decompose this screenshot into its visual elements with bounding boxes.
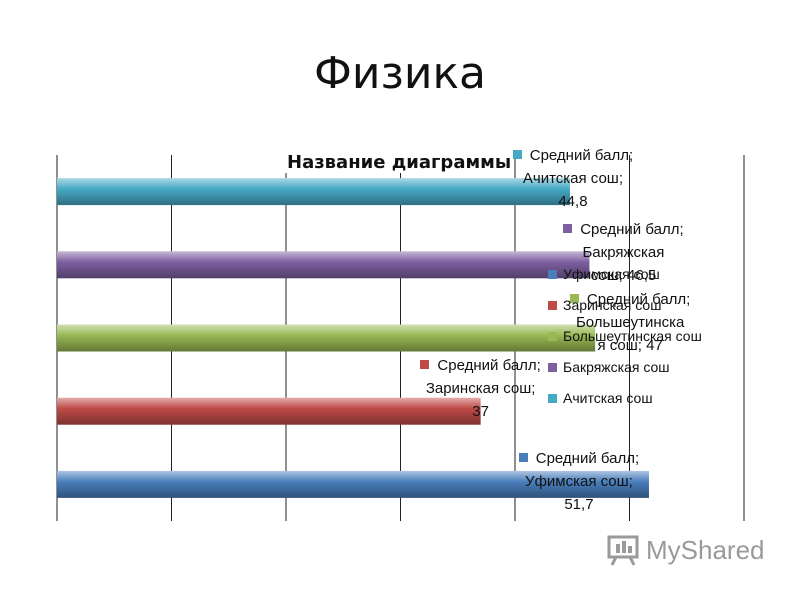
legend-label: Бакряжская сош [563,359,670,375]
bar-2 [57,397,481,425]
data-label-text: Уфимская сош; [525,472,633,490]
data-label-line: 44,8 [498,190,648,213]
data-label-marker [569,293,579,303]
data-label-text: 37 [472,402,489,420]
data-label-line: 51,7 [504,493,654,516]
legend-item: Бакряжская сош [548,359,702,390]
watermark-text: MyShared [646,534,765,565]
legend-item: Уфимская сош [548,266,702,297]
legend: Уфимская сош Заринская сош Большеутинская … [548,266,702,421]
legend-item: Заринская сош [548,297,702,328]
data-label-line: Ачитская сош; [498,167,648,190]
data-label-line: Средний балл; [548,218,698,241]
legend-swatch [548,270,557,279]
data-label-line: сош; 46,5 [548,264,698,287]
data-label-text: Средний балл; [535,449,640,467]
data-label-text: сош; 46,5 [590,267,657,285]
legend-label: Уфимская сош [563,266,660,282]
legend-swatch [548,394,557,403]
data-label-line: Средний балл; [406,354,556,377]
chart-title: Название диаграммы [285,152,514,173]
data-label-marker [518,452,528,462]
data-label: Средний балл; Большеутинска я сош; 47 [555,288,705,357]
data-label-line: Заринская сош; [406,377,556,400]
data-label-line: Большеутинска [555,311,705,334]
data-label-line: я сош; 47 [555,334,705,357]
data-label-text: Бакряжская [582,244,665,262]
bar-3 [57,324,596,352]
legend-label: Большеутинская сош [563,328,702,344]
bar-5 [57,178,570,206]
legend-label: Ачитская сош [563,390,653,406]
data-label-text: 44,8 [558,193,588,211]
legend-label: Заринская сош [563,297,662,313]
data-label-text: я сош; 47 [597,336,663,354]
data-label-line: Средний балл; [504,447,654,470]
data-label-line: Средний балл; [498,144,648,167]
data-label-text: Средний балл; [529,147,634,165]
data-label-text: 51,7 [564,495,594,513]
data-label-marker [420,359,430,369]
bars [57,178,649,498]
data-label-text: Большеутинска [575,313,685,331]
data-label-marker [563,224,573,234]
data-label: Средний балл; Заринская сош; 37 [406,354,556,423]
bar-4 [57,251,590,279]
data-label-text: Средний балл; [580,221,684,239]
legend-swatch [548,301,557,310]
data-label-line: Бакряжская [548,241,698,264]
data-label-text: Средний балл; [437,356,541,374]
data-label-line: Средний балл; [555,288,705,311]
legend-swatch [548,363,557,372]
data-label-text: Средний балл; [586,290,691,308]
data-label: Средний балл; Бакряжская сош; 46,5 [548,218,698,287]
presentation-board-icon [607,535,639,566]
data-label-text: Ачитская сош; [522,170,624,188]
slide-title: Физика [313,48,486,99]
legend-item: Большеутинская сош [548,328,702,359]
data-label: Средний балл; Ачитская сош; 44,8 [498,144,648,213]
data-label-line: 37 [406,400,556,423]
data-label-text: Заринская сош; [425,379,536,397]
legend-swatch [548,332,557,341]
data-label-marker [512,150,522,160]
watermark: MyShared [606,534,765,566]
data-label-line: Уфимская сош; [504,470,654,493]
data-label: Средний балл; Уфимская сош; 51,7 [504,447,654,516]
bar-1 [57,470,649,498]
legend-item: Ачитская сош [548,390,702,421]
